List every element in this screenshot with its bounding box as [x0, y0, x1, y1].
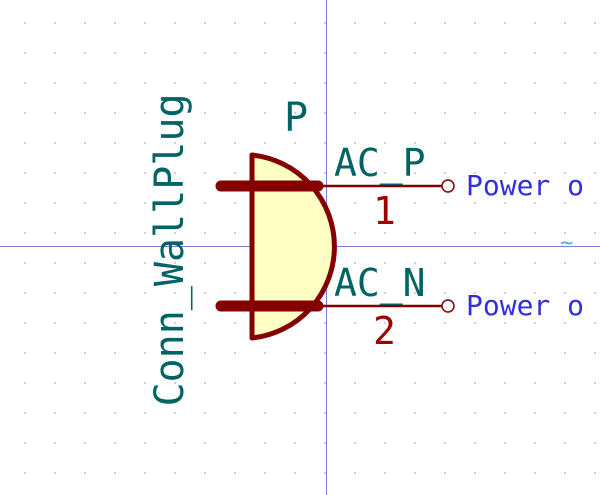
component-value[interactable]: Conn_WallPlug: [147, 93, 193, 407]
reference-designator[interactable]: P: [284, 95, 309, 141]
pin-1-electrical-type: Power o: [466, 169, 585, 202]
pin-2-number: 2: [373, 309, 396, 353]
pin-1-endpoint[interactable]: [441, 179, 455, 193]
tilde-marker: ~: [560, 231, 574, 256]
pin-2-name: AC_N: [334, 261, 426, 305]
pin-2-endpoint[interactable]: [441, 299, 455, 313]
plug-body[interactable]: [249, 152, 337, 341]
pin-1-number: 1: [373, 189, 396, 233]
pin-2-electrical-type: Power o: [466, 289, 585, 322]
pin-1-name: AC_P: [334, 141, 426, 185]
